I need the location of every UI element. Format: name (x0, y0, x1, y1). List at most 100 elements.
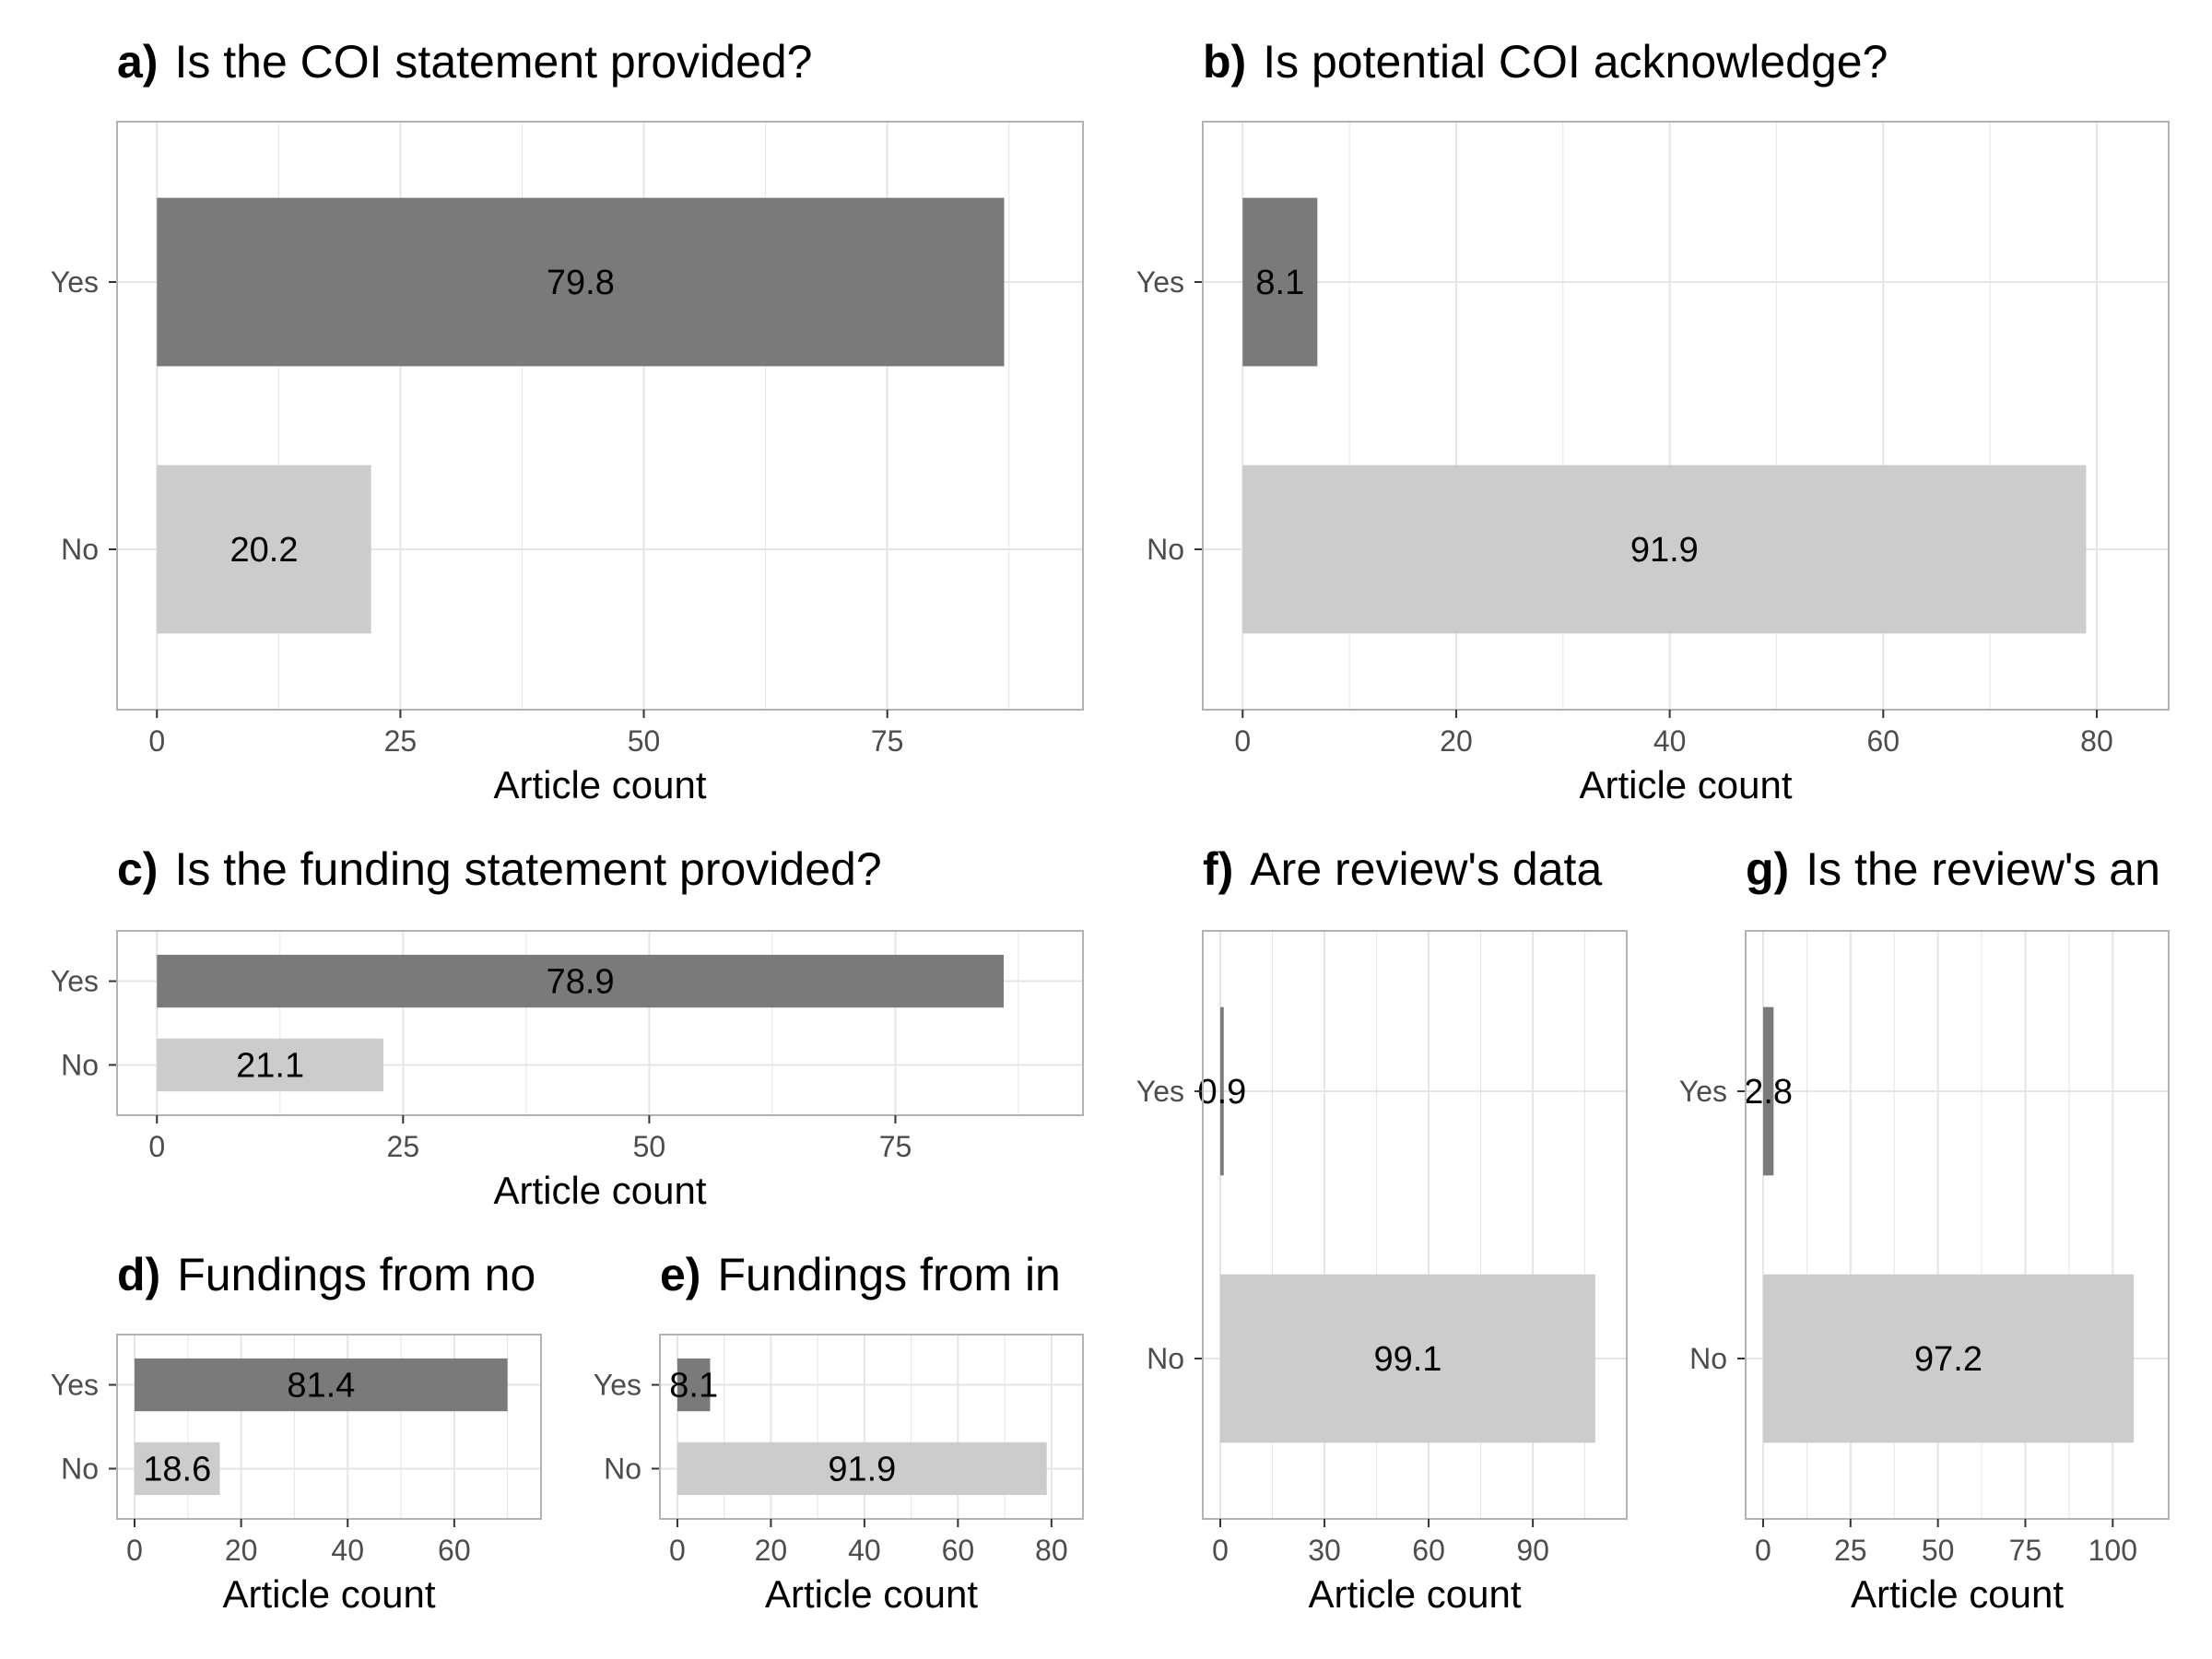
panel-tag: c) (117, 843, 158, 895)
panel-title: f) Are review's data (1203, 843, 1602, 895)
y-tick-label: No (61, 533, 99, 566)
y-tick-label: Yes (1136, 1075, 1184, 1108)
y-tick-label: Yes (51, 965, 99, 998)
data-label-yes: 8.1 (1255, 264, 1304, 302)
x-tick-label: 40 (1653, 724, 1687, 758)
data-label-no: 97.2 (1914, 1340, 1983, 1379)
x-tick-label: 80 (2080, 724, 2113, 758)
x-tick-label: 0 (126, 1534, 143, 1567)
x-tick-label: 30 (1308, 1534, 1341, 1567)
data-label-yes: 81.4 (287, 1367, 355, 1406)
data-label-no: 91.9 (828, 1450, 896, 1488)
x-tick-label: 75 (2009, 1534, 2042, 1567)
x-tick-label: 50 (1922, 1534, 1955, 1567)
y-tick-label: Yes (1136, 265, 1184, 299)
panel-border (1745, 930, 2170, 1520)
panel-tag: g) (1746, 843, 1789, 895)
x-tick-label: 75 (871, 724, 904, 758)
y-tick-label: No (604, 1452, 641, 1485)
x-tick-label: 20 (755, 1534, 788, 1567)
panel-tag: b) (1203, 36, 1246, 88)
data-label-no: 21.1 (236, 1046, 304, 1085)
panel-title: e) Fundings from in (660, 1249, 1061, 1300)
x-tick-label: 50 (633, 1130, 666, 1163)
bar-yes (1242, 197, 1318, 367)
panel-a: 79.8 Yes 20.2 No 0 25 50 75 Article count a) Is th… (51, 36, 1084, 806)
bar-yes (1219, 1006, 1224, 1176)
panel-f: 0.9 Yes 99.1 No 0 30 60 90 Article count f) Are re… (1136, 843, 1628, 1616)
panel-title: a) Is the COI statement provided? (117, 36, 813, 88)
panel-title-text: g) Is the review's an (1746, 843, 2160, 895)
x-tick-label: 0 (1755, 1534, 1771, 1567)
y-tick-label: Yes (51, 265, 99, 299)
x-axis-title: Article count (1308, 1572, 1521, 1616)
x-tick-label: 60 (438, 1534, 471, 1567)
x-tick-label: 40 (331, 1534, 364, 1567)
panel-title-label: Fundings from no (177, 1249, 535, 1300)
x-tick-label: 0 (148, 1130, 165, 1163)
x-tick-label: 60 (1867, 724, 1900, 758)
data-label-yes: 78.9 (547, 963, 615, 1002)
x-tick-label: 60 (942, 1534, 975, 1567)
panel-title-label: Is the funding statement provided? (174, 843, 881, 895)
y-tick-label: Yes (1679, 1075, 1727, 1108)
panel-tag: e) (660, 1249, 700, 1300)
panel-title-text: b) Is potential COI acknowledge? (1203, 36, 1888, 88)
bar-no (1762, 1274, 2135, 1443)
x-axis-title: Article count (765, 1572, 978, 1616)
bar-yes (677, 1358, 711, 1412)
x-tick-label: 50 (628, 724, 661, 758)
x-tick-label: 20 (1440, 724, 1473, 758)
panel-g: 2.8 Yes 97.2 No 0 25 50 75 100 Article count g) Is … (1679, 843, 2170, 1616)
panel-title-text: e) Fundings from in (660, 1249, 1061, 1300)
panel-title-text: f) Are review's data (1203, 843, 1602, 895)
x-tick-label: 25 (384, 724, 418, 758)
panel-tag: a) (117, 36, 158, 88)
panel-title: d) Fundings from no (117, 1249, 535, 1300)
data-label-no: 18.6 (143, 1450, 211, 1488)
bar-yes (157, 954, 1005, 1008)
x-tick-label: 75 (879, 1130, 912, 1163)
data-label-no: 91.9 (1630, 531, 1699, 570)
x-tick-label: 60 (1412, 1534, 1445, 1567)
data-label-yes: 79.8 (547, 264, 615, 302)
panel-title: c) Is the funding statement provided? (117, 843, 882, 895)
x-tick-label: 0 (1212, 1534, 1229, 1567)
x-axis-title: Article count (222, 1572, 435, 1616)
bar-no (157, 1038, 383, 1092)
panel-border (116, 121, 1084, 711)
panel-e: 8.1 Yes 91.9 No 0 20 40 60 80 Article count e) Fund… (594, 1249, 1084, 1616)
y-tick-label: No (61, 1452, 99, 1485)
panel-title-label: Is the review's an (1806, 843, 2160, 895)
x-axis-title: Article count (493, 763, 706, 806)
panel-title: g) Is the review's an (1746, 843, 2160, 895)
x-tick-label: 80 (1035, 1534, 1068, 1567)
panel-tag: d) (117, 1249, 160, 1300)
x-axis-title: Article count (1851, 1572, 2064, 1616)
y-tick-label: No (61, 1048, 99, 1081)
y-tick-label: No (1147, 1342, 1184, 1375)
panel-title-label: Are review's data (1250, 843, 1602, 895)
data-label-no: 20.2 (230, 531, 299, 570)
y-tick-label: No (1147, 533, 1184, 566)
y-tick-label: No (1689, 1342, 1727, 1375)
panel-b: 8.1 Yes 91.9 No 0 20 40 60 80 Article count b) Is p… (1136, 36, 2170, 806)
x-tick-label: 0 (1234, 724, 1251, 758)
bar-no (677, 1441, 1047, 1496)
x-axis-title: Article count (493, 1169, 706, 1212)
panel-c: 78.9 Yes 21.1 No 0 25 50 75 Article count c) Is th… (51, 843, 1084, 1212)
bar-no (134, 1441, 220, 1496)
x-tick-label: 40 (848, 1534, 881, 1567)
data-label-yes: 8.1 (669, 1367, 718, 1406)
bar-no (1242, 465, 2087, 634)
x-tick-label: 100 (2088, 1534, 2137, 1567)
y-tick-label: Yes (594, 1369, 641, 1402)
panel-title: b) Is potential COI acknowledge? (1203, 36, 1888, 88)
bar-yes (134, 1358, 508, 1412)
panel-border (116, 1334, 542, 1520)
x-tick-label: 90 (1516, 1534, 1549, 1567)
x-tick-label: 25 (387, 1130, 420, 1163)
panel-title-text: a) Is the COI statement provided? (117, 36, 813, 88)
